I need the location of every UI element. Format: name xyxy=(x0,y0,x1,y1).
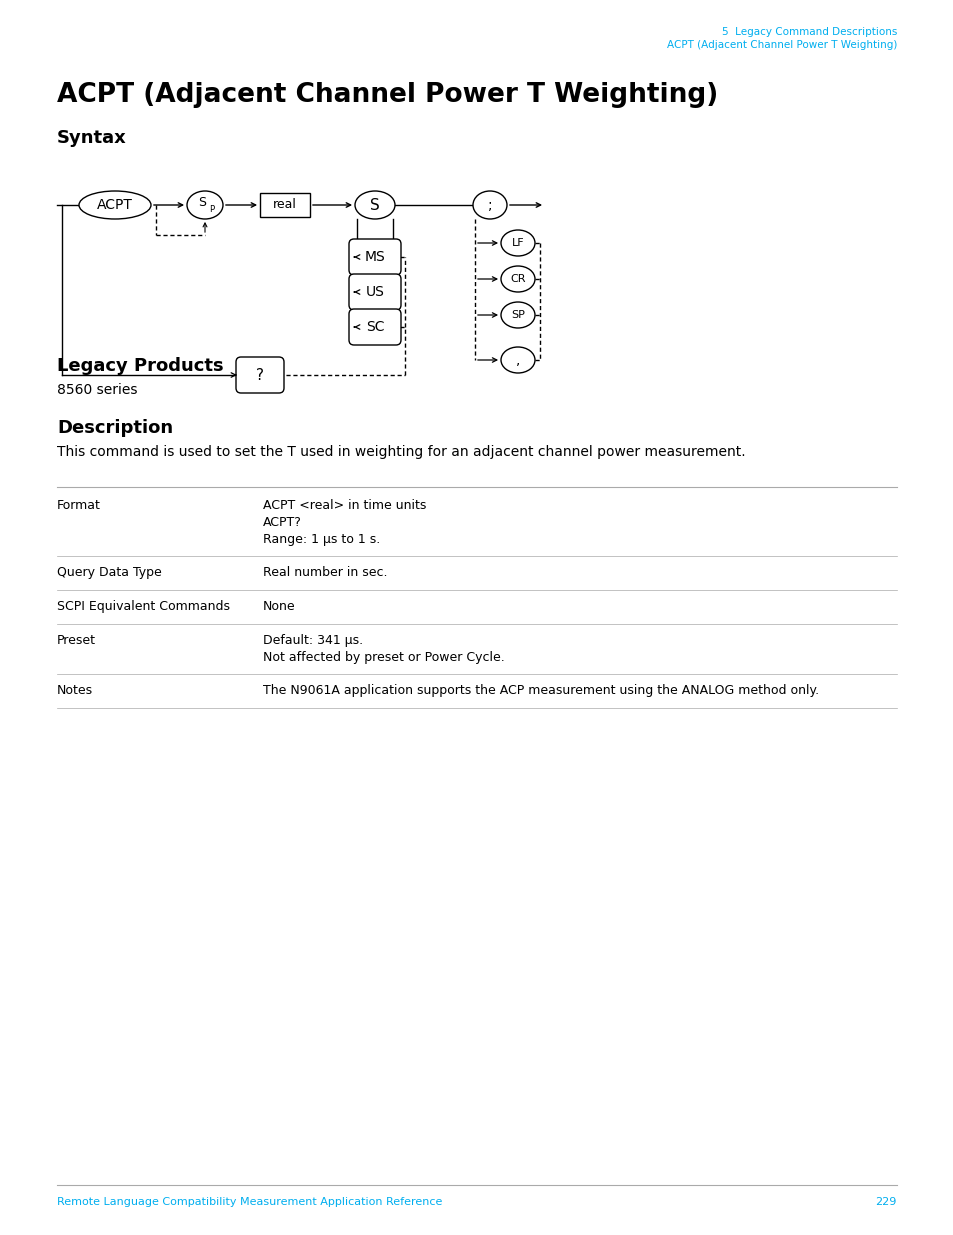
Text: ;: ; xyxy=(487,198,492,212)
FancyBboxPatch shape xyxy=(349,274,400,310)
Text: None: None xyxy=(263,600,295,613)
Text: ACPT (Adjacent Channel Power T Weighting): ACPT (Adjacent Channel Power T Weighting… xyxy=(57,82,718,107)
Ellipse shape xyxy=(500,266,535,291)
Text: Preset: Preset xyxy=(57,634,96,647)
Text: CR: CR xyxy=(510,274,525,284)
Text: S: S xyxy=(198,196,206,210)
Ellipse shape xyxy=(500,347,535,373)
Text: LF: LF xyxy=(511,238,524,248)
Ellipse shape xyxy=(500,303,535,329)
Text: S: S xyxy=(370,198,379,212)
Text: Description: Description xyxy=(57,419,172,437)
Text: This command is used to set the T used in weighting for an adjacent channel powe: This command is used to set the T used i… xyxy=(57,445,745,459)
Text: ACPT: ACPT xyxy=(97,198,132,212)
Text: 229: 229 xyxy=(875,1197,896,1207)
Bar xyxy=(260,193,310,217)
FancyBboxPatch shape xyxy=(235,357,284,393)
Text: Not affected by preset or Power Cycle.: Not affected by preset or Power Cycle. xyxy=(263,651,504,664)
Text: ACPT <real> in time units: ACPT <real> in time units xyxy=(263,499,426,513)
Text: ,: , xyxy=(516,353,519,367)
Text: The N9061A application supports the ACP measurement using the ANALOG method only: The N9061A application supports the ACP … xyxy=(263,684,819,697)
Text: Remote Language Compatibility Measurement Application Reference: Remote Language Compatibility Measuremen… xyxy=(57,1197,442,1207)
Text: Default: 341 μs.: Default: 341 μs. xyxy=(263,634,363,647)
Text: ACPT?: ACPT? xyxy=(263,516,301,529)
Text: ?: ? xyxy=(255,368,264,383)
Text: US: US xyxy=(365,285,384,299)
Text: P: P xyxy=(210,205,214,214)
Text: real: real xyxy=(273,199,296,211)
Text: Range: 1 μs to 1 s.: Range: 1 μs to 1 s. xyxy=(263,534,380,546)
Text: SC: SC xyxy=(365,320,384,333)
Ellipse shape xyxy=(500,230,535,256)
Text: SP: SP xyxy=(511,310,524,320)
Text: SCPI Equivalent Commands: SCPI Equivalent Commands xyxy=(57,600,230,613)
Text: 5  Legacy Command Descriptions: 5 Legacy Command Descriptions xyxy=(720,27,896,37)
Text: Query Data Type: Query Data Type xyxy=(57,566,162,579)
Text: Legacy Products: Legacy Products xyxy=(57,357,223,375)
FancyBboxPatch shape xyxy=(349,309,400,345)
Text: Notes: Notes xyxy=(57,684,93,697)
Text: ACPT (Adjacent Channel Power T Weighting): ACPT (Adjacent Channel Power T Weighting… xyxy=(666,40,896,49)
Text: MS: MS xyxy=(364,249,385,264)
Text: Real number in sec.: Real number in sec. xyxy=(263,566,387,579)
Ellipse shape xyxy=(187,191,223,219)
Text: Format: Format xyxy=(57,499,101,513)
Ellipse shape xyxy=(79,191,151,219)
Ellipse shape xyxy=(355,191,395,219)
Text: Syntax: Syntax xyxy=(57,128,127,147)
FancyBboxPatch shape xyxy=(349,240,400,275)
Ellipse shape xyxy=(473,191,506,219)
Text: 8560 series: 8560 series xyxy=(57,383,137,396)
